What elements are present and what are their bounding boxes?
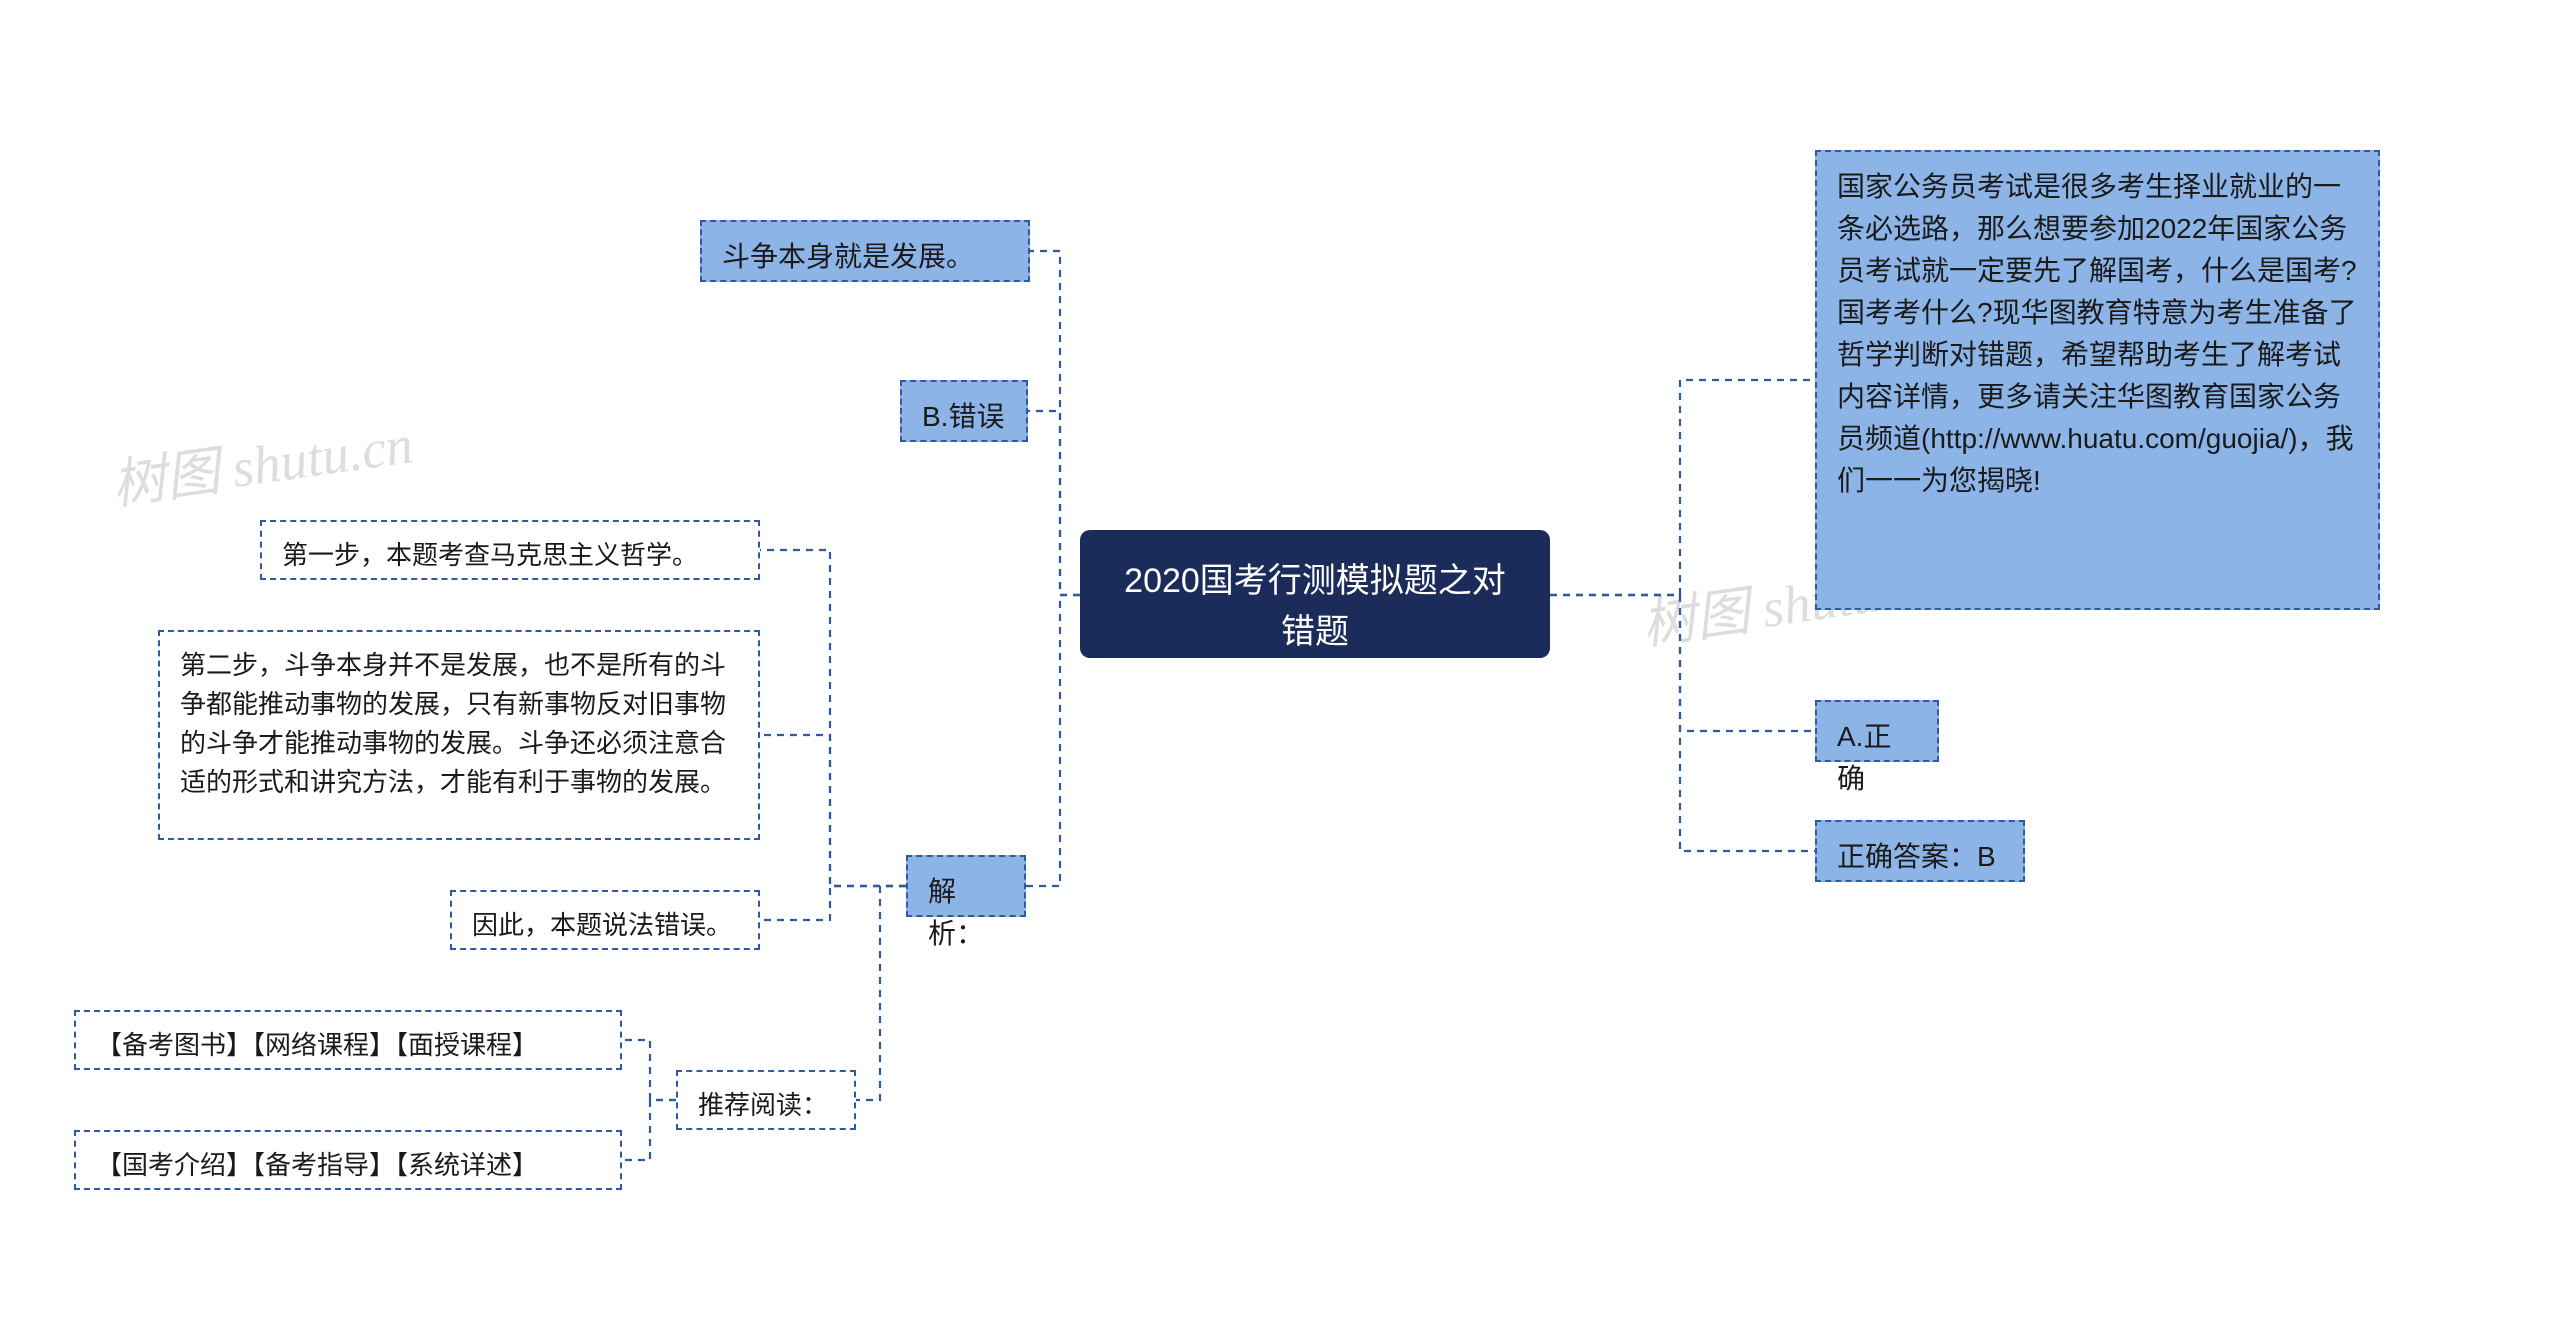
node-opt-a[interactable]: A.正确	[1815, 700, 1939, 762]
node-step1[interactable]: 第一步，本题考查马克思主义哲学。	[260, 520, 760, 580]
node-rec2[interactable]: 【国考介绍】【备考指导】【系统详述】	[74, 1130, 622, 1190]
node-analysis[interactable]: 解析：	[906, 855, 1026, 917]
node-statement[interactable]: 斗争本身就是发展。	[700, 220, 1030, 282]
node-intro[interactable]: 国家公务员考试是很多考生择业就业的一条必选路，那么想要参加2022年国家公务员考…	[1815, 150, 2380, 610]
node-opt-b[interactable]: B.错误	[900, 380, 1028, 442]
node-step2[interactable]: 第二步，斗争本身并不是发展，也不是所有的斗争都能推动事物的发展，只有新事物反对旧…	[158, 630, 760, 840]
mindmap-canvas: 树图 shutu.cn 树图 shutu.cn 2020国考行测模拟题之对错题 …	[0, 0, 2560, 1342]
watermark-1: 树图 shutu.cn	[106, 399, 417, 519]
node-answer[interactable]: 正确答案：B	[1815, 820, 2025, 882]
root-node[interactable]: 2020国考行测模拟题之对错题	[1080, 530, 1550, 658]
node-rec1[interactable]: 【备考图书】【网络课程】【面授课程】	[74, 1010, 622, 1070]
node-recommend[interactable]: 推荐阅读：	[676, 1070, 856, 1130]
node-therefore[interactable]: 因此，本题说法错误。	[450, 890, 760, 950]
